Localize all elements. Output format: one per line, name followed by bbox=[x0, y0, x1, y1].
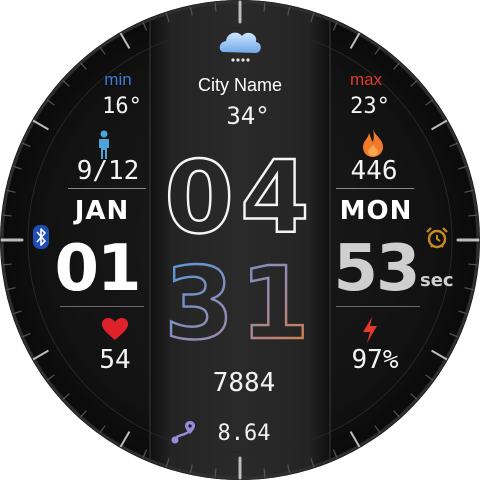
bezel-major-tick bbox=[431, 350, 448, 360]
bezel-minor-tick bbox=[13, 310, 22, 315]
bezel-minor-tick bbox=[80, 62, 87, 70]
bezel-minor-tick bbox=[393, 62, 400, 70]
bezel-major-tick bbox=[431, 120, 448, 130]
min-label: min bbox=[104, 70, 132, 89]
bezel-major-tick bbox=[120, 431, 130, 448]
bezel-minor-tick bbox=[142, 449, 148, 459]
bezel-major-tick bbox=[350, 431, 360, 448]
day-underline bbox=[60, 306, 144, 307]
bezel-minor-tick bbox=[62, 80, 70, 87]
distance-value: 8.64 bbox=[217, 421, 271, 446]
bezel-minor-tick bbox=[310, 13, 315, 22]
bezel-minor-tick bbox=[458, 165, 467, 170]
calories-underline bbox=[336, 188, 414, 189]
bezel-minor-tick bbox=[2, 214, 12, 217]
bezel-minor-tick bbox=[287, 464, 291, 474]
min-temperature: 16° bbox=[102, 94, 142, 119]
heart-rate-value: 54 bbox=[99, 345, 131, 375]
weekday-label: MON bbox=[339, 196, 413, 226]
bezel-minor-tick bbox=[21, 332, 31, 338]
day-number: 01 bbox=[54, 232, 141, 306]
city-name: City Name bbox=[197, 75, 283, 95]
bezel-minor-tick bbox=[468, 214, 478, 217]
current-temperature: 34° bbox=[226, 102, 270, 130]
steps-count: 7884 bbox=[212, 368, 276, 398]
route-icon bbox=[171, 421, 195, 444]
bezel-minor-tick bbox=[214, 2, 217, 12]
bezel-minor-tick bbox=[46, 99, 55, 106]
bezel-major-tick bbox=[350, 32, 360, 49]
bezel-minor-tick bbox=[374, 46, 381, 55]
seconds-value: 53 bbox=[333, 232, 420, 306]
time-display: 04 31 bbox=[163, 150, 315, 350]
bezel-minor-tick bbox=[310, 458, 315, 467]
bezel-minor-tick bbox=[21, 142, 31, 148]
bezel-minor-tick bbox=[374, 425, 381, 434]
steps-fraction: 9/12 bbox=[76, 156, 140, 186]
cloud-icon bbox=[219, 32, 261, 62]
steps-underline bbox=[68, 188, 146, 189]
minutes-digits: 31 bbox=[164, 245, 315, 350]
calories-value: 446 bbox=[350, 156, 398, 186]
bezel-minor-tick bbox=[6, 189, 16, 193]
bezel-minor-tick bbox=[332, 21, 338, 31]
bezel-minor-tick bbox=[410, 80, 418, 87]
bezel-minor-tick bbox=[6, 287, 16, 291]
bezel-minor-tick bbox=[425, 99, 434, 106]
bezel-minor-tick bbox=[165, 458, 170, 467]
bezel-minor-tick bbox=[425, 374, 434, 381]
seconds-underline bbox=[336, 306, 420, 307]
person-icon bbox=[99, 130, 109, 159]
bezel-minor-tick bbox=[99, 425, 106, 434]
bezel-major-tick bbox=[32, 350, 49, 360]
alarm-clock-icon bbox=[426, 227, 448, 249]
seconds-unit: sec bbox=[420, 270, 454, 291]
bezel-minor-tick bbox=[332, 449, 338, 459]
bezel-minor-tick bbox=[449, 142, 459, 148]
bezel-minor-tick bbox=[214, 468, 217, 478]
bezel-minor-tick bbox=[263, 2, 266, 12]
bezel-minor-tick bbox=[99, 46, 106, 55]
bezel-minor-tick bbox=[2, 263, 12, 266]
bezel-minor-tick bbox=[189, 464, 193, 474]
bezel-minor-tick bbox=[80, 410, 87, 418]
hours-digits: 04 bbox=[164, 150, 315, 256]
bezel-minor-tick bbox=[46, 374, 55, 381]
battery-value: 97% bbox=[351, 345, 399, 375]
bezel-minor-tick bbox=[165, 13, 170, 22]
bezel-minor-tick bbox=[468, 263, 478, 266]
bluetooth-icon bbox=[33, 225, 49, 249]
bezel-minor-tick bbox=[393, 410, 400, 418]
max-label: max bbox=[349, 70, 383, 89]
bezel-minor-tick bbox=[449, 332, 459, 338]
flame-icon bbox=[363, 129, 383, 157]
bolt-icon bbox=[363, 317, 377, 343]
bezel-minor-tick bbox=[410, 393, 418, 400]
bezel-minor-tick bbox=[458, 310, 467, 315]
heart-icon bbox=[102, 318, 128, 340]
max-temperature: 23° bbox=[350, 94, 390, 119]
bezel-minor-tick bbox=[464, 287, 474, 291]
month-label: JAN bbox=[74, 196, 130, 226]
bezel-major-tick bbox=[120, 32, 130, 49]
bezel-minor-tick bbox=[263, 468, 266, 478]
bezel-minor-tick bbox=[287, 6, 291, 16]
bezel-minor-tick bbox=[189, 6, 193, 16]
bezel-minor-tick bbox=[13, 165, 22, 170]
bezel-minor-tick bbox=[464, 189, 474, 193]
bezel-minor-tick bbox=[142, 21, 148, 31]
bezel-major-tick bbox=[32, 120, 49, 130]
bezel-minor-tick bbox=[62, 393, 70, 400]
